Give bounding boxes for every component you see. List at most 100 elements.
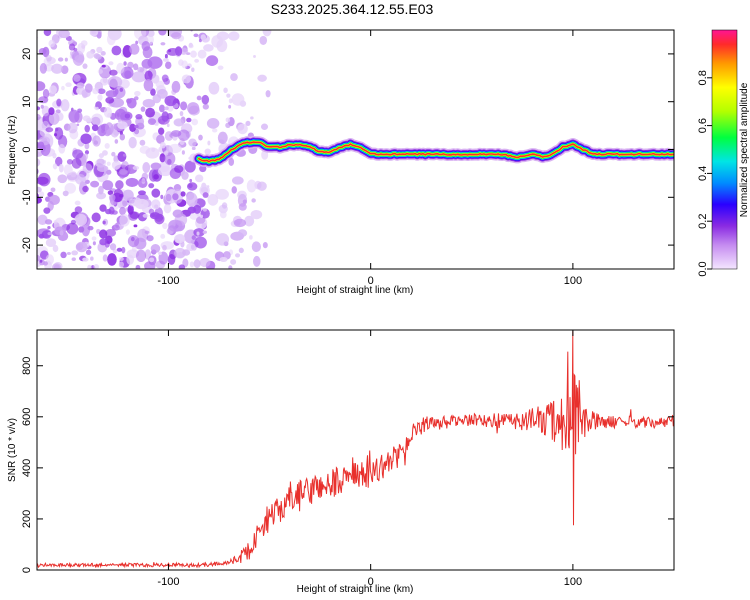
noise-blob — [84, 179, 90, 184]
noise-blob — [223, 87, 228, 94]
noise-blob — [84, 124, 90, 133]
noise-blob — [25, 172, 36, 181]
noise-blob — [163, 203, 172, 214]
noise-blob — [107, 190, 114, 196]
noise-blob — [230, 259, 237, 265]
noise-blob — [104, 122, 114, 136]
noise-blob — [95, 54, 102, 60]
noise-blob — [28, 35, 36, 45]
noise-blob — [121, 246, 126, 254]
spectrogram-x-axis-label: Height of straight line (km) — [297, 285, 414, 296]
colorbar-gradient — [711, 29, 738, 270]
noise-blob — [102, 220, 106, 225]
snr-y-tick-label: 800 — [21, 357, 33, 375]
noise-blob — [262, 242, 268, 249]
noise-blob — [135, 114, 143, 120]
noise-blob — [161, 111, 169, 122]
noise-blob — [238, 247, 244, 254]
noise-blob — [191, 146, 196, 151]
noise-blob — [194, 58, 200, 63]
noise-blob — [106, 169, 112, 175]
noise-blob — [181, 74, 192, 84]
noise-blob — [73, 74, 81, 82]
noise-blob — [27, 65, 36, 73]
noise-blob — [165, 193, 172, 202]
noise-blob — [60, 251, 67, 259]
noise-blob — [168, 143, 182, 154]
noise-blob — [116, 247, 123, 252]
noise-blob — [97, 69, 103, 74]
noise-blob — [163, 106, 169, 111]
noise-blob — [181, 60, 188, 69]
noise-blob — [106, 161, 111, 166]
noise-blob — [84, 153, 89, 160]
spectrogram-x-tick-label: -100 — [157, 275, 179, 287]
noise-blob — [90, 180, 100, 188]
noise-blob — [253, 55, 256, 58]
noise-blob — [160, 42, 166, 46]
noise-blob — [100, 51, 106, 56]
noise-blob — [150, 162, 162, 170]
noise-blob — [257, 74, 267, 82]
noise-blob — [59, 230, 64, 236]
noise-blob — [233, 218, 247, 228]
noise-blob — [188, 138, 197, 147]
noise-blob — [102, 254, 108, 262]
noise-blob — [86, 118, 93, 123]
noise-blob — [99, 238, 108, 246]
noise-blob — [98, 64, 112, 79]
noise-blob — [164, 152, 176, 166]
noise-blob — [85, 249, 92, 255]
noise-blob — [45, 238, 57, 248]
noise-blob — [166, 123, 170, 128]
noise-blob — [93, 264, 99, 269]
noise-blob — [151, 199, 161, 210]
noise-blob — [189, 212, 199, 220]
noise-blob — [150, 244, 161, 253]
noise-blob — [111, 45, 122, 56]
colorbar-ticks: 0.0 0.2 0.4 0.6 0.8 — [697, 70, 712, 277]
noise-blob — [195, 174, 204, 183]
noise-blob — [56, 98, 62, 107]
noise-blob — [37, 81, 46, 92]
noise-blob — [239, 100, 247, 107]
noise-blob — [115, 180, 124, 190]
noise-blob — [38, 48, 47, 55]
noise-blob — [58, 143, 66, 154]
noise-blob — [119, 194, 124, 198]
noise-blob — [158, 127, 165, 136]
noise-blob — [95, 106, 99, 111]
spectrogram-x-tick-label: 100 — [564, 275, 582, 287]
colorbar-tick-label: 0.8 — [697, 70, 709, 85]
noise-blob — [107, 112, 112, 118]
noise-blob — [89, 30, 99, 37]
noise-blob — [125, 177, 139, 188]
noise-blob — [47, 232, 53, 236]
noise-blob — [230, 73, 238, 82]
noise-blob — [219, 256, 228, 262]
noise-blob — [225, 117, 231, 123]
noise-blob — [42, 88, 50, 99]
noise-blob — [96, 192, 107, 200]
noise-blob — [71, 250, 79, 256]
noise-blob — [151, 188, 161, 198]
noise-blob — [71, 257, 76, 262]
noise-blob — [37, 254, 41, 262]
noise-blob — [135, 249, 147, 262]
noise-blob — [96, 46, 103, 54]
noise-blob — [61, 65, 69, 75]
noise-blob — [191, 235, 196, 240]
noise-blob — [221, 202, 228, 209]
noise-blob — [231, 186, 237, 194]
noise-blob — [201, 94, 210, 105]
noise-blob — [74, 200, 81, 206]
noise-blob — [216, 233, 230, 246]
noise-blob — [231, 176, 244, 185]
noise-blob — [122, 200, 128, 207]
noise-blob — [129, 123, 136, 133]
noise-blob — [250, 209, 263, 220]
noise-blob — [25, 136, 33, 145]
noise-blob — [101, 128, 105, 134]
noise-blob — [119, 213, 130, 227]
noise-blob — [146, 235, 154, 242]
